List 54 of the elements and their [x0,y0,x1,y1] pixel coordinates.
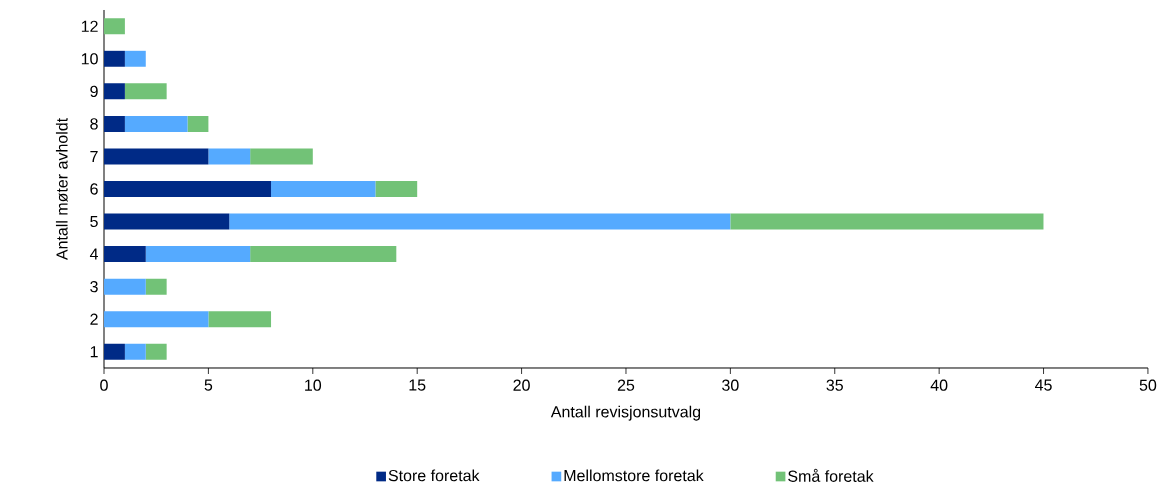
y-tick-label: 3 [90,280,98,293]
y-axis-title: Antall møter avholdt [55,118,68,261]
y-tick-label: 5 [90,215,98,228]
x-tick-label: 30 [722,379,739,391]
bar [124,83,167,100]
bar [208,311,272,328]
bar [250,246,397,263]
bar [104,181,272,197]
bar [124,50,146,67]
x-tick-label: 50 [1139,379,1157,391]
bar [104,50,125,67]
legend-label: Mellomstore foretak [564,469,704,482]
bar [104,83,125,100]
y-tick-label: 4 [89,248,98,260]
y-tick-label: 8 [90,118,98,130]
y-tick-label: 9 [90,85,98,98]
bar [145,246,251,263]
x-tick-label: 15 [409,379,426,391]
bar [145,343,167,360]
bar [104,278,146,295]
y-tick-label: 10 [81,53,98,65]
x-tick-label: 40 [930,379,948,391]
bar [124,343,146,360]
bar [375,181,418,197]
bar [271,181,376,197]
legend-label: Små foretak [788,468,874,482]
y-tick-label: 2 [90,313,98,325]
bar [187,115,209,132]
bar [104,343,125,360]
x-tick-label: 0 [100,379,108,391]
legend-label: Store foretak [388,469,480,482]
bar [124,115,188,132]
x-tick-label: 45 [1035,379,1052,391]
x-tick-label: 20 [513,379,530,391]
x-tick-label: 5 [204,379,213,391]
y-tick-label: 12 [81,20,98,32]
bar [104,115,125,132]
bar [104,18,125,35]
x-tick-label: 25 [617,379,635,391]
bar [145,278,167,295]
bar [104,246,146,263]
y-tick-label: 7 [90,150,98,162]
y-tick-label: 6 [90,183,98,195]
bar [104,311,209,328]
bar [730,213,1044,230]
x-tick-label: 10 [305,379,322,391]
bar [208,148,251,165]
bar [104,148,209,165]
bar [250,148,313,165]
bar [104,213,230,230]
y-tick-label: 1 [90,346,98,358]
x-axis-title: Antall revisjonsutvalg [550,405,701,421]
x-tick-label: 35 [826,379,843,391]
bar [229,213,731,230]
